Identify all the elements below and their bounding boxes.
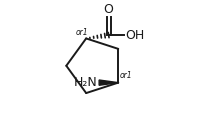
Polygon shape: [99, 80, 118, 85]
Text: or1: or1: [119, 71, 132, 80]
Text: H₂N: H₂N: [74, 76, 98, 89]
Text: OH: OH: [125, 29, 144, 42]
Text: O: O: [104, 3, 114, 16]
Text: or1: or1: [76, 28, 89, 37]
